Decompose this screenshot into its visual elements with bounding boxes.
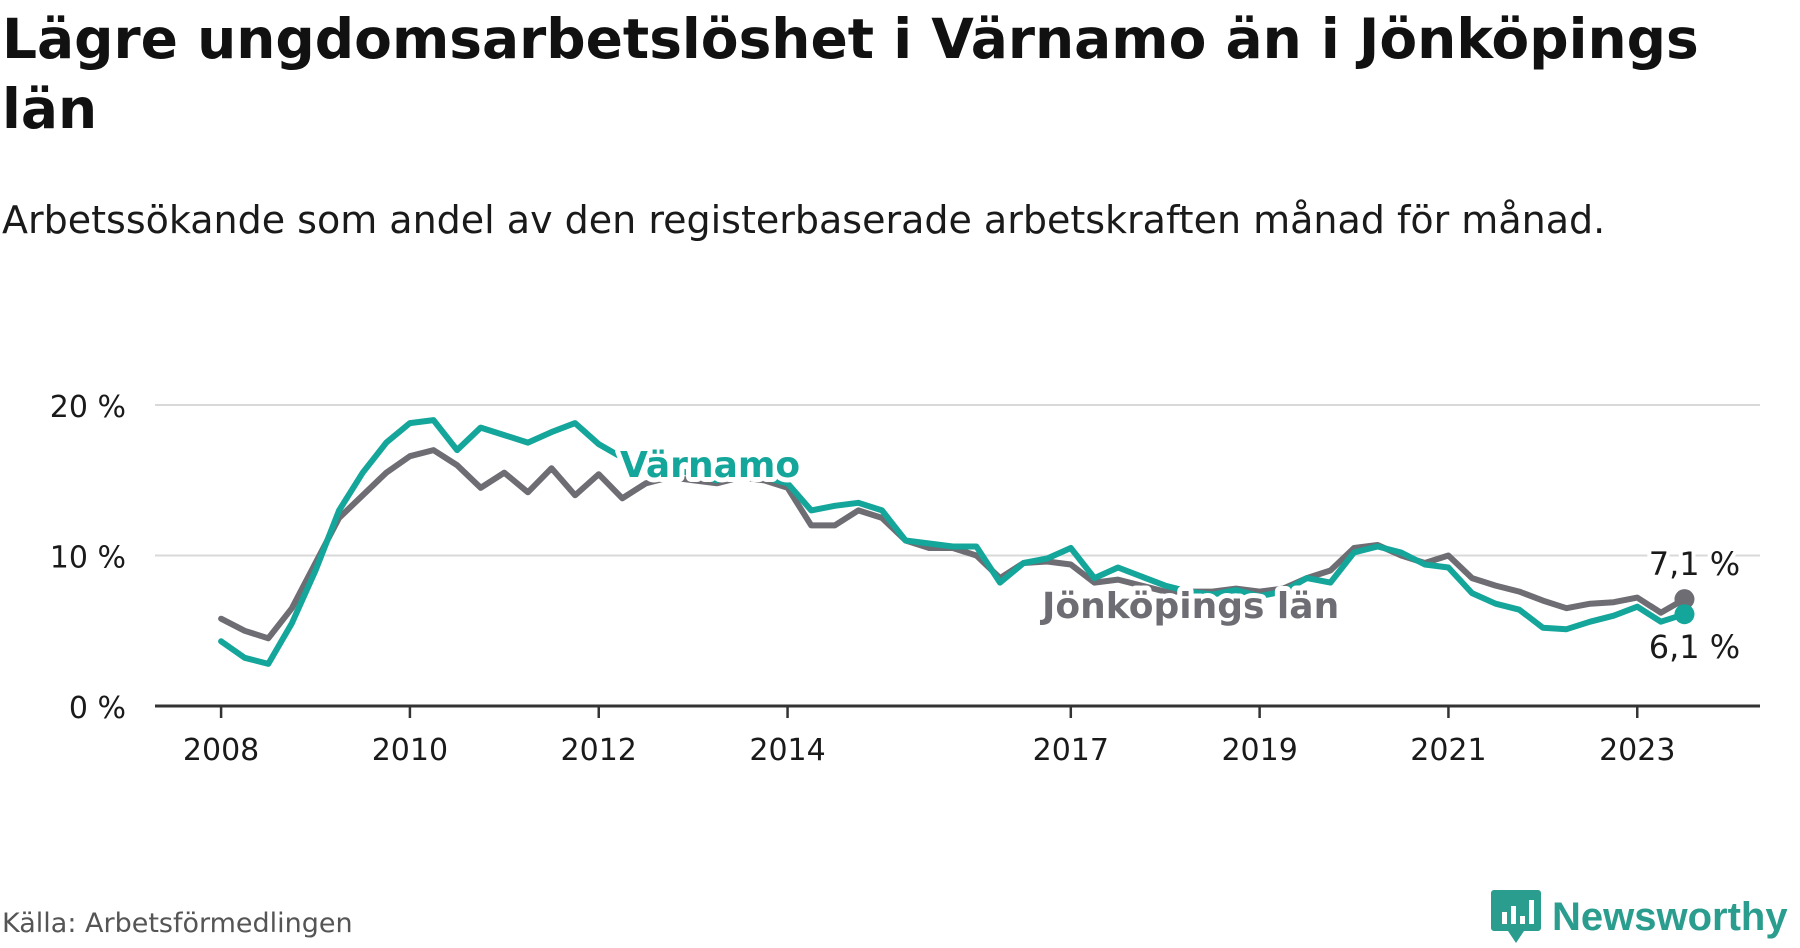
grid-lines bbox=[155, 404, 1760, 557]
x-tick-label: 2008 bbox=[183, 733, 259, 768]
x-tick-label: 2023 bbox=[1599, 733, 1675, 768]
chart-subtitle: Arbetssökande som andel av den registerb… bbox=[2, 198, 1606, 242]
end-point-varnamo bbox=[1674, 604, 1695, 625]
y-tick-label: 0 % bbox=[69, 691, 126, 726]
chart-title: Lägre ungdomsarbetslöshet i Värnamo än i… bbox=[2, 7, 1699, 141]
newsworthy-logo-icon bbox=[1491, 890, 1541, 943]
source-note: Källa: Arbetsförmedlingen bbox=[2, 908, 353, 939]
x-tick-label: 2010 bbox=[372, 733, 448, 768]
end-label-varnamo: 6,1 % bbox=[1649, 628, 1740, 666]
brand-name: Newsworthy bbox=[1552, 894, 1788, 939]
axes: 0 % 10 % 20 % 2008 2010 2012 2014 2017 2019 2021 2… bbox=[50, 390, 1760, 768]
series-label-jonkopings-lan: Jönköpings län bbox=[1039, 586, 1339, 627]
x-tick-label: 2019 bbox=[1221, 733, 1297, 768]
x-tick-label: 2012 bbox=[561, 733, 637, 768]
y-tick-label: 20 % bbox=[50, 390, 126, 425]
brand-logo[interactable]: Newsworthy bbox=[1490, 888, 1788, 946]
x-tick-label: 2017 bbox=[1033, 733, 1109, 768]
end-point-jonkopings-lan bbox=[1674, 589, 1695, 610]
series-label-varnamo: Värnamo bbox=[620, 445, 800, 486]
x-tick-label: 2021 bbox=[1410, 733, 1486, 768]
series-lines bbox=[218, 417, 1695, 667]
end-label-jonkopings-lan: 7,1 % bbox=[1649, 545, 1740, 583]
y-tick-label: 10 % bbox=[50, 541, 126, 576]
series-line-varnamo bbox=[218, 417, 1688, 667]
series-labels: Värnamo Jönköpings län 7,1 % 6,1 % bbox=[615, 440, 1744, 670]
x-tick-label: 2014 bbox=[749, 733, 825, 768]
